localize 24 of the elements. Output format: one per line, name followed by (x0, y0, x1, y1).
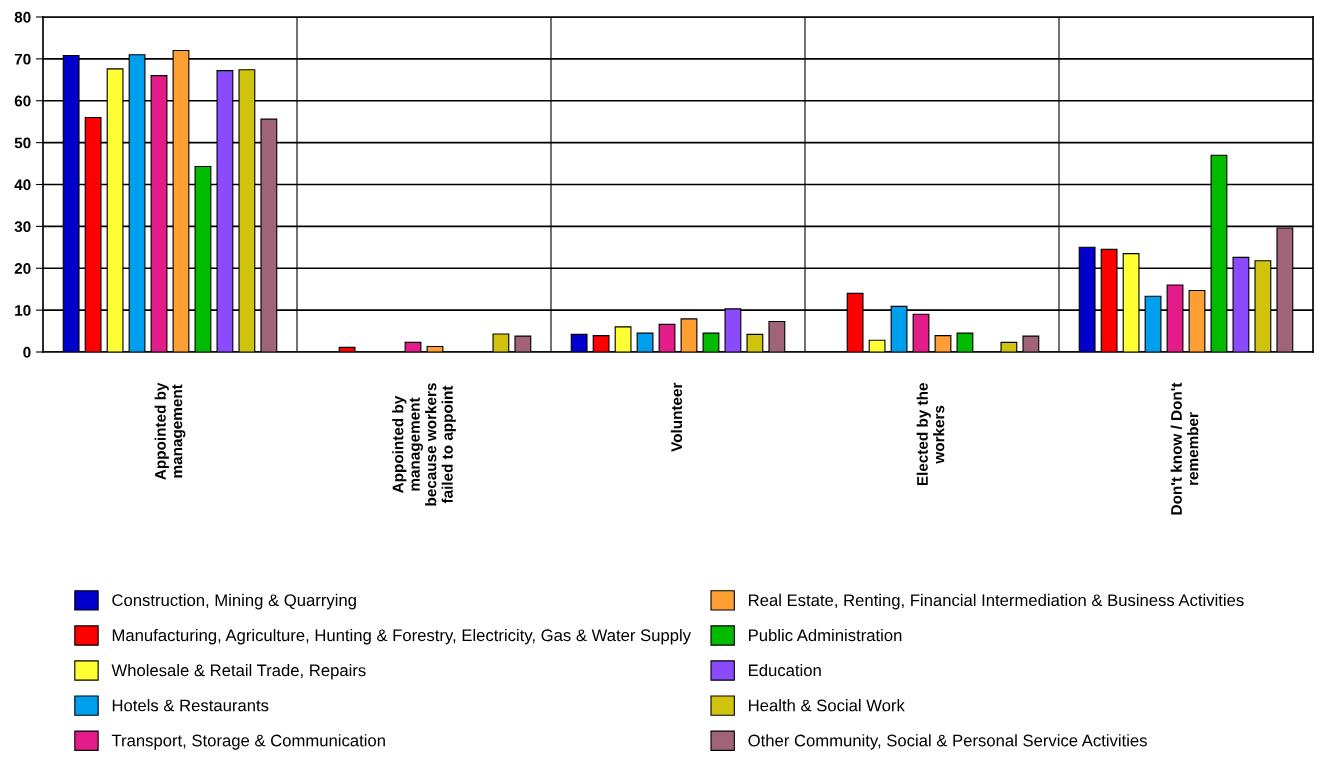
y-tick-label: 10 (15, 304, 31, 316)
legend-label: Health & Social Work (749, 699, 905, 712)
y-tick-label: 50 (14, 137, 31, 149)
legend-label: Real Estate, Renting, Financial Intermediation & Business Activities (749, 593, 1244, 610)
y-tick-label: 0 (23, 346, 31, 358)
legend-label: Public Administration (749, 628, 902, 642)
x-tick-label: Elected by the workers (916, 383, 945, 486)
y-tick-label: 70 (14, 53, 31, 65)
legend-label: Other Community, Social & Personal Service Activities (748, 734, 1147, 750)
y-tick-label: 80 (14, 11, 31, 23)
y-tick-label: 60 (14, 95, 31, 107)
y-tick-label: 20 (14, 263, 31, 274)
legend-label: Education (749, 664, 821, 677)
x-tick-label: Appointed by management because workers failed to appoint (392, 383, 456, 506)
x-tick-label: Don't know / Don't remember (1170, 382, 1199, 515)
legend-label: Construction, Mining & Quarrying (112, 593, 356, 610)
y-tick-label: 40 (14, 179, 31, 191)
legend-label: Wholesale & Retail Trade, Repairs (111, 664, 366, 680)
y-tick-label: 30 (14, 221, 31, 233)
legend-label: Manufacturing, Agriculture, Hunting & Forestry, Electricity, Gas & Water Supply (112, 628, 691, 645)
x-tick-label: Appointed by management (154, 382, 186, 480)
legend-label: Transport, Storage & Communication (111, 734, 385, 750)
legend-label: Hotels & Restaurants (112, 699, 269, 712)
x-tick-label: Volunteer (670, 382, 683, 452)
